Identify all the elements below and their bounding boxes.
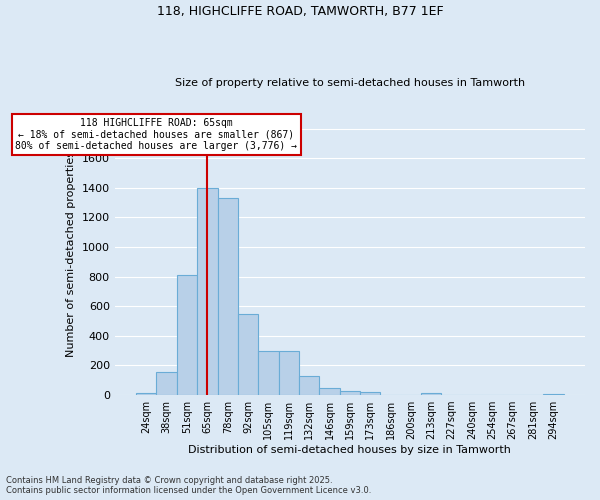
- Bar: [340, 390, 360, 395]
- Bar: [360, 392, 380, 395]
- Bar: [157, 372, 177, 395]
- Bar: [197, 188, 218, 395]
- Title: Size of property relative to semi-detached houses in Tamworth: Size of property relative to semi-detach…: [175, 78, 525, 88]
- Bar: [543, 394, 563, 395]
- Y-axis label: Number of semi-detached properties: Number of semi-detached properties: [66, 152, 76, 358]
- Bar: [278, 352, 299, 395]
- Bar: [319, 388, 340, 395]
- X-axis label: Distribution of semi-detached houses by size in Tamworth: Distribution of semi-detached houses by …: [188, 445, 511, 455]
- Bar: [258, 352, 278, 395]
- Bar: [218, 198, 238, 395]
- Text: Contains HM Land Registry data © Crown copyright and database right 2025.
Contai: Contains HM Land Registry data © Crown c…: [6, 476, 371, 495]
- Bar: [238, 314, 258, 395]
- Bar: [299, 376, 319, 395]
- Text: 118 HIGHCLIFFE ROAD: 65sqm
← 18% of semi-detached houses are smaller (867)
80% o: 118 HIGHCLIFFE ROAD: 65sqm ← 18% of semi…: [16, 118, 298, 152]
- Text: 118, HIGHCLIFFE ROAD, TAMWORTH, B77 1EF: 118, HIGHCLIFFE ROAD, TAMWORTH, B77 1EF: [157, 5, 443, 18]
- Bar: [421, 393, 442, 395]
- Bar: [177, 275, 197, 395]
- Bar: [136, 393, 157, 395]
